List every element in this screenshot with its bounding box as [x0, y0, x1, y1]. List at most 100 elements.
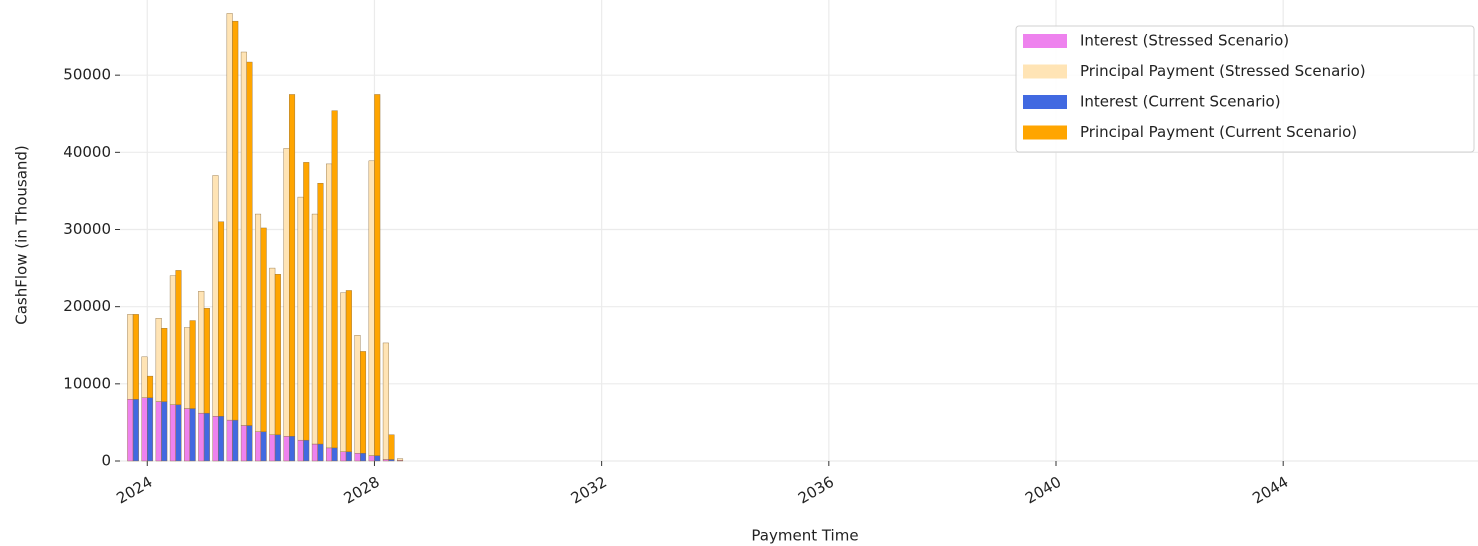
bar [326, 163, 333, 449]
bar [317, 443, 324, 462]
bar [147, 397, 154, 462]
bar [354, 453, 361, 462]
bar [141, 356, 148, 398]
legend-label: Principal Payment (Current Scenario) [1080, 123, 1357, 141]
bar [311, 213, 318, 445]
bar [198, 291, 205, 414]
y-tick-label: 0 [101, 452, 111, 470]
legend-label: Interest (Stressed Scenario) [1080, 32, 1289, 50]
x-tick-label: 2028 [341, 473, 383, 508]
x-tick-label: 2024 [113, 473, 155, 508]
legend-swatch [1023, 95, 1067, 109]
bar [289, 94, 296, 437]
bar [340, 292, 347, 452]
bar [289, 436, 296, 462]
bar [331, 110, 338, 449]
bar [360, 351, 367, 454]
bar [317, 182, 324, 445]
bar [303, 439, 310, 462]
bar [255, 431, 262, 462]
bar [232, 20, 239, 421]
y-axis-label: CashFlow (in Thousand) [13, 145, 31, 325]
y-tick-label: 40000 [63, 143, 111, 161]
bar [297, 196, 304, 441]
bar [345, 451, 352, 462]
bar [203, 412, 210, 462]
bar [246, 425, 253, 462]
legend: Interest (Stressed Scenario) Principal Pa… [1015, 25, 1475, 153]
bar [283, 148, 290, 437]
bar [132, 314, 139, 400]
x-tick-label: 2040 [1022, 473, 1064, 508]
y-tick-label: 10000 [63, 374, 111, 392]
bar [260, 227, 267, 432]
bar [274, 274, 281, 435]
bar [169, 275, 176, 405]
bar [345, 290, 352, 452]
bar [203, 308, 210, 414]
x-tick-label: 2036 [795, 473, 837, 508]
bar [388, 459, 395, 462]
bar [374, 455, 381, 462]
legend-swatch [1023, 34, 1067, 48]
bar [354, 335, 361, 454]
bar [184, 327, 191, 409]
bar [155, 401, 162, 462]
x-axis-label: Payment Time [751, 527, 858, 545]
x-tick-label: 2044 [1249, 473, 1291, 508]
bar [232, 419, 239, 462]
bar [161, 401, 168, 462]
bar [374, 94, 381, 456]
bar [326, 447, 333, 462]
bar [141, 397, 148, 462]
bar [360, 453, 367, 462]
bar [226, 419, 233, 462]
legend-swatch [1023, 64, 1067, 79]
bar [382, 459, 389, 462]
bar [240, 51, 247, 426]
legend-frame [1015, 25, 1475, 153]
bar [340, 451, 347, 462]
bar [189, 408, 196, 462]
bar [283, 436, 290, 462]
bar [274, 434, 281, 462]
bar [303, 162, 310, 441]
bar [226, 13, 233, 421]
legend-swatch [1023, 125, 1067, 140]
bar [368, 160, 375, 456]
bar [212, 175, 219, 417]
bar [269, 267, 276, 435]
bar [169, 404, 176, 462]
bar [297, 439, 304, 462]
x-tick-label: 2032 [568, 473, 610, 508]
bar [397, 458, 404, 461]
legend-label: Interest (Current Scenario) [1080, 93, 1281, 111]
bars [127, 13, 404, 462]
bar [132, 399, 139, 462]
bar [189, 320, 196, 409]
bar [155, 318, 162, 402]
bar [368, 455, 375, 462]
bar [161, 328, 168, 402]
y-tick-label: 30000 [63, 220, 111, 238]
bar [198, 412, 205, 462]
bar [269, 434, 276, 462]
bar [212, 416, 219, 462]
bar [127, 399, 134, 462]
bar [382, 342, 389, 460]
bar [175, 270, 182, 405]
bar [388, 434, 395, 460]
bar [246, 61, 253, 426]
y-tick-label: 20000 [63, 297, 111, 315]
bar [311, 443, 318, 462]
bar [147, 375, 154, 398]
bar [218, 221, 225, 417]
bar [175, 404, 182, 462]
bar [127, 314, 134, 400]
legend-label: Principal Payment (Stressed Scenario) [1080, 62, 1366, 80]
bar [260, 431, 267, 462]
bar [255, 213, 262, 432]
y-tick-label: 50000 [63, 66, 111, 84]
bar [240, 425, 247, 462]
